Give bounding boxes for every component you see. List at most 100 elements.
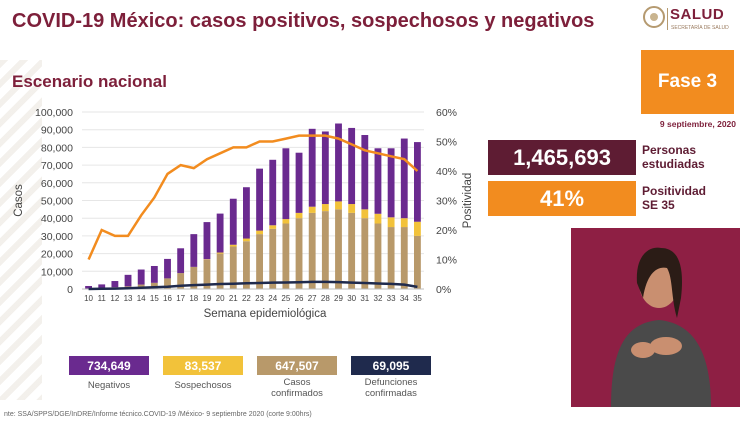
bar-negativos	[137, 269, 145, 285]
sign-language-interpreter-video	[571, 228, 740, 407]
persons-label-line2: estudiadas	[642, 157, 705, 171]
y2-axis-label: Positividad	[462, 173, 474, 229]
legend-defunciones-line2: confirmadas	[365, 388, 417, 399]
salud-logo-subtitle: SECRETARÍA DE SALUD	[671, 25, 729, 31]
x-tick-label: 26	[295, 294, 304, 303]
x-tick-label: 23	[255, 294, 264, 303]
bar-sospechosos	[348, 204, 356, 213]
y-tick-label: 0	[67, 284, 73, 296]
legend-casos-line1: Casos	[283, 377, 311, 388]
persons-studied-label: Personas estudiadas	[642, 143, 705, 171]
x-tick-label: 32	[374, 294, 383, 303]
positivity-label: Positividad SE 35	[642, 184, 706, 212]
bar-negativos	[177, 248, 185, 274]
y-tick-label: 50,000	[41, 196, 73, 208]
bar-confirmados	[387, 227, 395, 289]
legend-casos-label: Casos confirmados	[257, 377, 337, 399]
bar-negativos	[243, 187, 250, 239]
bar-confirmados	[295, 218, 303, 289]
y2-tick-label: 30%	[436, 196, 457, 208]
y-tick-label: 20,000	[41, 249, 73, 261]
bar-negativos	[229, 198, 237, 245]
bar-negativos	[308, 128, 316, 207]
persons-label-line1: Personas	[642, 143, 697, 157]
bar-negativos	[414, 142, 421, 222]
y2-tick-label: 10%	[436, 255, 457, 267]
report-date: 9 septiembre, 2020	[659, 119, 736, 129]
bar-confirmados	[229, 246, 237, 289]
bar-confirmados	[374, 223, 382, 289]
bar-negativos	[164, 258, 171, 279]
page-subtitle: Escenario nacional	[12, 72, 167, 91]
bar-negativos	[111, 281, 119, 288]
legend-sospechosos-label: Sospechosos	[174, 380, 232, 391]
y-tick-label: 90,000	[41, 125, 73, 137]
bar-negativos	[124, 274, 132, 287]
bar-negativos	[374, 148, 382, 214]
bar-confirmados	[321, 211, 329, 289]
x-tick-label: 14	[137, 294, 146, 303]
bar-negativos	[190, 234, 198, 267]
y-tick-label: 100,000	[35, 107, 73, 119]
legend-casos-line2: confirmados	[271, 388, 323, 399]
bar-negativos	[387, 148, 395, 218]
bar-confirmados	[348, 212, 356, 289]
source-footnote: nte: SSA/SPPS/DGE/InDRE/Informe técnico.…	[0, 409, 740, 431]
y-tick-label: 70,000	[41, 160, 73, 172]
x-tick-label: 20	[216, 294, 225, 303]
logo-divider	[667, 8, 668, 30]
x-tick-label: 21	[229, 294, 238, 303]
bar-sospechosos	[414, 221, 421, 236]
bar-sospechosos	[308, 206, 316, 213]
line-defunciones	[88, 280, 418, 291]
bar-confirmados	[164, 278, 171, 289]
bar-sospechosos	[321, 204, 329, 212]
bar-confirmados	[243, 241, 250, 289]
legend-negativos-value: 734,649	[69, 356, 149, 375]
x-tick-label: 22	[242, 294, 251, 303]
bar-sospechosos	[282, 219, 290, 224]
bar-confirmados	[256, 234, 263, 289]
x-tick-label: 12	[110, 294, 119, 303]
bar-negativos	[203, 222, 211, 260]
bar-negativos	[348, 127, 356, 205]
y-axis-label: Casos	[13, 184, 25, 217]
bar-negativos	[269, 159, 277, 226]
persons-studied-value: 1,465,693	[488, 140, 636, 175]
bar-negativos	[400, 138, 408, 219]
bar-negativos	[335, 123, 342, 202]
x-tick-label: 10	[84, 294, 93, 303]
legend-sospechosos-value: 83,537	[163, 356, 243, 375]
bar-negativos	[282, 148, 290, 220]
bar-sospechosos	[361, 209, 369, 219]
x-tick-label: 24	[268, 294, 277, 303]
bar-negativos	[98, 284, 106, 288]
bar-negativos	[361, 135, 369, 210]
positivity-label-line1: Positividad	[642, 184, 707, 198]
bar-confirmados	[216, 253, 224, 289]
bar-confirmados	[282, 223, 290, 289]
bar-confirmados	[269, 228, 277, 289]
bar-sospechosos	[243, 238, 250, 242]
y2-tick-label: 60%	[436, 107, 457, 119]
x-tick-label: 13	[124, 294, 133, 303]
bar-sospechosos	[295, 212, 303, 219]
y2-tick-label: 50%	[436, 137, 457, 149]
positivity-label-line2: SE 35	[642, 198, 675, 212]
x-tick-label: 34	[400, 294, 409, 303]
y-tick-label: 80,000	[41, 142, 73, 154]
bar-sospechosos	[256, 230, 263, 235]
y-tick-label: 30,000	[41, 231, 73, 243]
bar-confirmados	[414, 235, 421, 289]
x-tick-label: 16	[163, 294, 172, 303]
y2-tick-label: 0%	[436, 284, 451, 296]
government-seal-icon	[643, 6, 665, 28]
bar-confirmados	[177, 273, 185, 289]
bar-confirmados	[203, 259, 211, 289]
y2-tick-label: 20%	[436, 225, 457, 237]
legend-casos-value: 647,507	[257, 356, 337, 375]
y-tick-label: 40,000	[41, 213, 73, 225]
bar-confirmados	[335, 209, 342, 289]
decorative-pattern	[0, 60, 42, 400]
